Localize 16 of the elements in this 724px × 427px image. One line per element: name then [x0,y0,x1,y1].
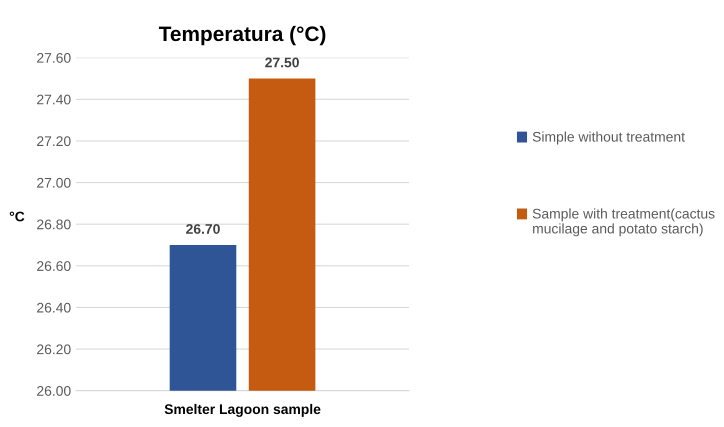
y-tick-label: 27.40 [37,94,71,104]
y-tick-label: 26.80 [37,220,71,230]
y-tick-label: 26.40 [37,302,71,313]
data-label: 26.70 [186,224,220,234]
y-tick-label: 26.20 [37,344,71,354]
y-tick-label: 27.60 [37,52,71,63]
x-axis-title: Smelter Lagoon sample [164,404,320,417]
data-label: 27.50 [265,58,299,68]
legend-label: Sample with treatment(cactus mucilage and potato starch) [532,208,715,236]
y-tick-label: 26.00 [37,386,71,396]
y-tick-label: 27.00 [37,178,71,188]
y-axis-title: °C [10,212,24,222]
legend-label: Simple without treatment [532,132,685,144]
chart-title: Temperatura (°C) [158,26,326,46]
y-tick-label: 27.20 [37,136,71,146]
y-tick-label: 26.60 [37,261,71,271]
